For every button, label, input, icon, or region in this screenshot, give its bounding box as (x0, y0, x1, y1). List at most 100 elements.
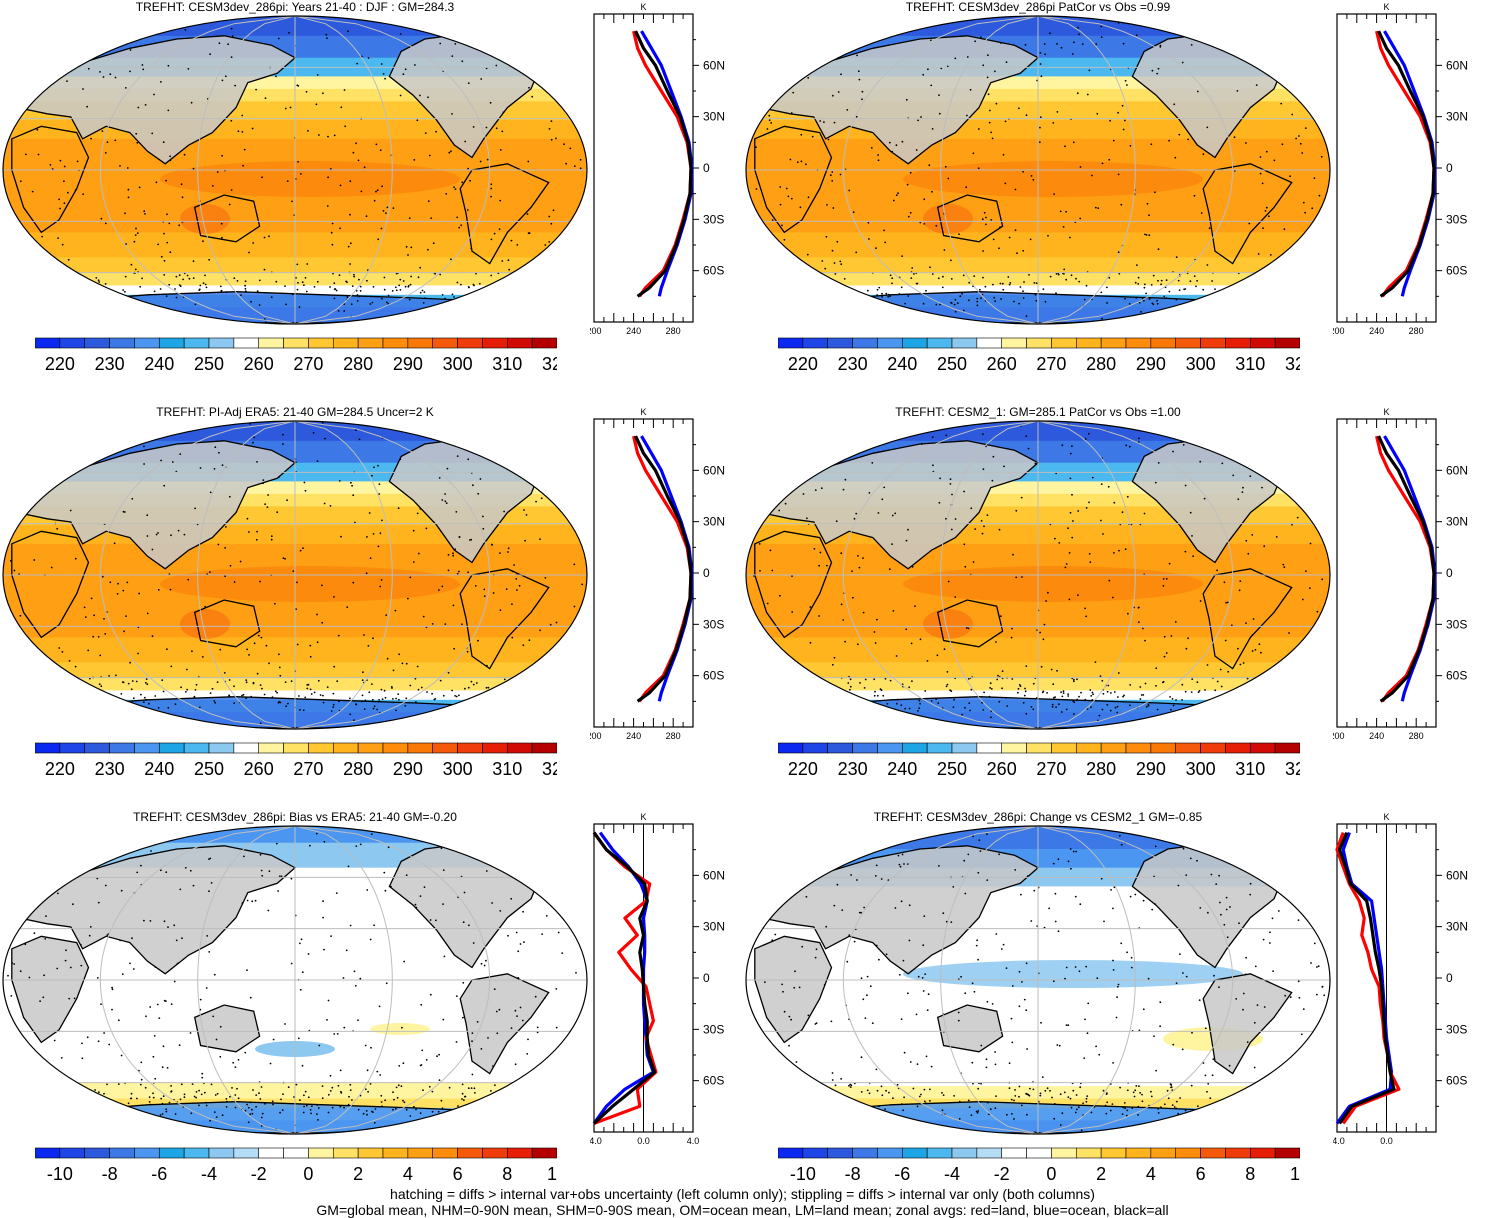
stipple-dot (461, 623, 463, 626)
stipple-dot (1218, 874, 1220, 877)
stipple-dot (984, 285, 987, 288)
profile-x-tick-label: -4.0 (1333, 1136, 1345, 1146)
stipple-dot (491, 902, 493, 904)
stipple-dot (182, 278, 185, 281)
stipple-dot (850, 1084, 853, 1087)
stipple-dot (259, 684, 262, 686)
stipple-dot (365, 572, 368, 575)
stipple-dot (132, 697, 135, 700)
stipple-dot (499, 609, 502, 611)
stipple-dot (251, 900, 254, 903)
stipple-dot (367, 57, 370, 59)
stipple-dot (1069, 1097, 1072, 1100)
stipple-dot (333, 596, 335, 598)
stipple-dot (183, 1093, 186, 1096)
stipple-dot (1022, 170, 1024, 173)
stipple-dot (199, 284, 202, 287)
stipple-dot (954, 57, 957, 60)
stipple-dot (1249, 893, 1252, 896)
stipple-dot (1026, 1048, 1028, 1050)
colorbar-tick-label: 240 (887, 354, 917, 374)
stipple-dot (391, 290, 394, 292)
stipple-dot (271, 1100, 274, 1103)
stipple-dot (965, 627, 968, 629)
stipple-dot (919, 702, 921, 705)
stipple-dot (126, 167, 129, 169)
stipple-dot (831, 171, 834, 173)
stipple-dot (927, 68, 929, 71)
stipple-dot (1083, 298, 1086, 301)
stipple-dot (856, 879, 858, 881)
stipple-dot (908, 904, 911, 907)
stipple-dot (552, 209, 555, 212)
stipple-dot (989, 687, 991, 689)
stipple-dot (287, 702, 289, 705)
stipple-dot (1062, 226, 1065, 228)
stipple-dot (941, 286, 944, 289)
colorbar-tick-label: 220 (788, 759, 818, 779)
stipple-dot (140, 1061, 143, 1064)
stipple-dot (325, 33, 328, 36)
stipple-dot (915, 1013, 918, 1016)
stipple-dot (801, 945, 804, 948)
stipple-dot (244, 1109, 247, 1112)
stipple-dot (1013, 1118, 1015, 1120)
stipple-dot (1106, 690, 1109, 693)
stipple-dot (844, 640, 846, 643)
stipple-dot (1064, 977, 1066, 980)
stipple-dot (1259, 172, 1262, 175)
stipple-dot (272, 1103, 274, 1106)
stipple-dot (1079, 166, 1082, 168)
stipple-dot (84, 616, 87, 618)
stipple-dot (1011, 627, 1013, 630)
stipple-dot (1142, 627, 1144, 630)
stipple-dot (1225, 601, 1227, 604)
stipple-dot (1112, 959, 1114, 962)
stipple-dot (1122, 1106, 1125, 1109)
stipple-dot (1230, 624, 1233, 627)
stipple-dot (1159, 46, 1162, 48)
panel-model-patcor: TREFHT: CESM3dev_286pi PatCor vs Obs =0.… (743, 0, 1485, 405)
stipple-dot (216, 171, 219, 173)
world-map (745, 825, 1331, 1135)
stipple-dot (282, 1093, 284, 1096)
stipple-dot (1049, 1089, 1051, 1092)
meridian-line (99, 15, 296, 325)
stipple-dot (873, 678, 876, 681)
stipple-dot (1122, 42, 1125, 45)
stipple-dot (1301, 152, 1304, 154)
stipple-dot (850, 874, 852, 876)
panel-cesm2: TREFHT: CESM2_1: GM=285.1 PatCor vs Obs … (743, 405, 1485, 810)
stipple-dot (1029, 1087, 1031, 1090)
stipple-dot (876, 618, 878, 621)
stipple-dot (231, 1087, 233, 1089)
stipple-dot (495, 1010, 498, 1013)
stipple-dot (160, 255, 163, 258)
stipple-dot (1110, 889, 1112, 891)
stipple-dot (778, 509, 781, 512)
stipple-dot (860, 911, 862, 914)
stipple-dot (781, 983, 783, 986)
stipple-dot (1245, 539, 1248, 542)
stipple-dot (327, 1093, 330, 1096)
stipple-dot (404, 285, 407, 288)
stipple-dot (252, 1089, 254, 1091)
stipple-dot (1096, 977, 1099, 980)
stipple-dot (444, 297, 446, 300)
stipple-dot (975, 944, 978, 947)
stipple-dot (1135, 34, 1138, 37)
stipple-dot (1237, 647, 1239, 650)
stipple-dot (479, 478, 482, 480)
stipple-dot (994, 1051, 996, 1053)
stipple-dot (1119, 1086, 1121, 1089)
stipple-dot (367, 1090, 369, 1093)
stipple-dot (104, 283, 107, 285)
stipple-dot (898, 973, 901, 976)
stipple-dot (935, 698, 937, 700)
stipple-dot (1076, 678, 1078, 681)
stipple-dot (516, 244, 519, 246)
stipple-dot (1046, 1087, 1049, 1090)
stipple-dot (995, 1095, 997, 1097)
lat-label: 60N (1446, 58, 1468, 72)
stipple-dot (1074, 966, 1077, 968)
